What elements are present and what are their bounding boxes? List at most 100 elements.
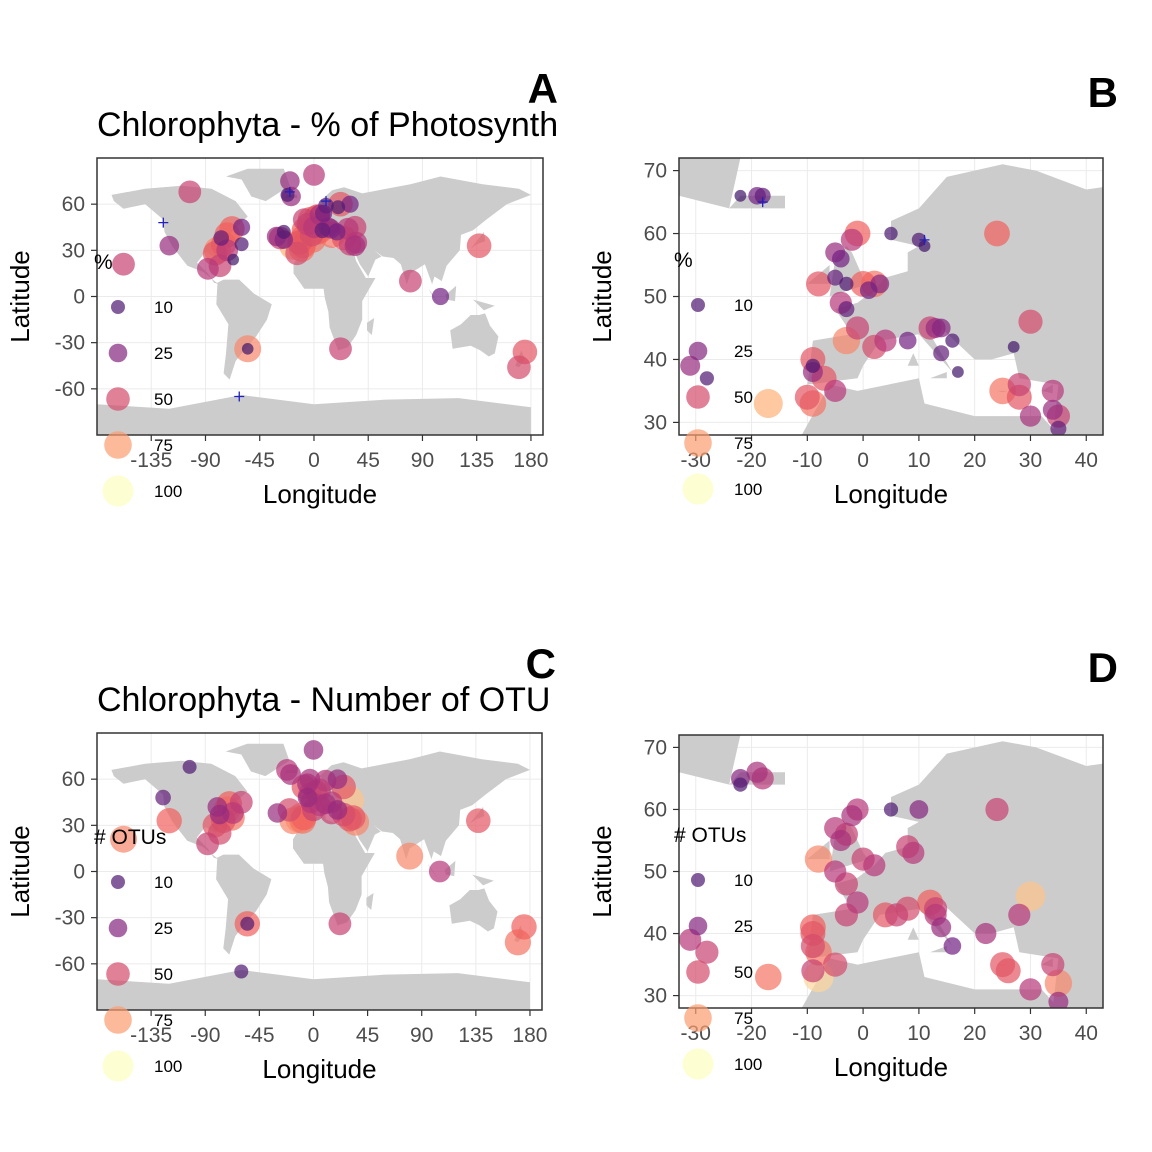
site-marker [321,196,332,207]
legend-key [691,298,705,312]
data-point [975,922,997,945]
y-tick-label: 70 [644,160,667,183]
panel-c: -135 -90 -45 0 45 90 135 180 60 30 0 -30 -60 Longitud… [5,640,556,1084]
x-tick-label: -20 [736,1022,766,1045]
data-point [898,331,917,350]
data-point [841,805,863,827]
data-point [241,343,254,355]
x-tick-label: 10 [907,1022,930,1045]
data-point [794,384,820,410]
data-point [827,269,844,286]
data-point [902,841,925,865]
land-polygon [801,378,1059,435]
x-tick-label: 30 [1019,449,1042,472]
legend-label: 25 [734,917,753,936]
data-point [1019,978,1042,1001]
data-point [329,337,352,361]
data-point [314,222,331,239]
data-point [804,845,833,873]
x-tick-label: -135 [130,449,172,472]
legend-key [691,873,705,887]
legend-key [686,960,710,984]
data-points [679,761,1073,1008]
panel-b: -30 -20 -10 0 10 20 30 407060504030LongitudeLat… [587,69,1118,509]
x-tick-label: 0 [308,449,320,472]
legend-label: 100 [734,480,762,499]
panel-a: -135 -90 -45 0 45 90 135 180 60 30 0 -30 -60 Longitud… [5,65,558,509]
data-point [341,195,359,213]
data-point [945,333,960,348]
x-tick-label: 0 [308,1024,320,1047]
land-polygon [225,743,290,777]
legend-label: 75 [734,1009,753,1028]
data-point [328,912,352,936]
data-point [331,200,346,215]
legend-label: 10 [154,873,173,892]
data-point [1015,881,1046,912]
data-point [806,271,831,297]
x-tick-label: 20 [963,449,986,472]
legend-label: 50 [154,965,173,984]
panel-d: -30 -20 -10 0 10 20 30 407060504030LongitudeLat… [587,644,1118,1082]
x-tick-label: 135 [459,449,494,472]
legend-label: 50 [154,390,173,409]
legend: % 10 25 50 75 100 [94,251,182,507]
x-tick-label: 10 [907,449,930,472]
data-point [1007,341,1020,353]
data-point [699,371,715,386]
x-tick-label: -135 [130,1024,172,1047]
y-tick-label: -30 [55,907,85,930]
x-tick-label: 40 [1075,449,1098,472]
y-tick-label: -60 [55,953,85,976]
legend-label: 75 [154,1011,173,1030]
legend-label: 25 [154,919,173,938]
data-point [1041,379,1064,402]
legend-key [688,916,708,936]
data-point [511,914,537,940]
data-point [112,252,135,276]
data-point [754,187,771,204]
land-polygon [97,395,531,435]
data-point [267,803,288,823]
legend-label: 50 [734,388,753,407]
site-marker [919,234,930,245]
land-polygon [301,176,531,285]
y-tick-label: 30 [62,239,85,262]
y-tick-label: 40 [644,348,667,371]
legend-title: # OTUs [94,826,166,849]
legend-label: 25 [154,344,173,363]
data-point [327,769,348,789]
x-tick-label: 45 [356,1024,379,1047]
x-tick-label: 90 [411,449,434,472]
legend-key [106,962,130,986]
data-point [1050,420,1067,435]
legend-key [102,475,134,507]
land-polygon [907,353,919,366]
panel-letter: D [1088,644,1118,691]
legend-label: 50 [734,963,753,982]
data-point [840,228,864,251]
land-polygon [807,164,1103,435]
data-point [285,241,309,266]
data-point [399,269,422,293]
legend-label: 100 [154,1057,182,1076]
land-polygon [449,888,498,932]
data-point [846,891,869,914]
legend: % 10 25 50 75 100 [674,249,762,505]
data-point [943,937,962,955]
y-tick-label: 60 [644,223,667,246]
data-point [297,773,318,795]
data-point [885,903,909,927]
x-axis-title: Longitude [834,479,948,509]
data-point [159,235,180,256]
land-polygon [450,313,499,357]
data-point [1007,373,1031,397]
data-point [328,223,346,241]
data-points [680,187,1070,435]
legend-key [684,429,712,457]
x-tick-label: -10 [792,1022,822,1045]
x-tick-label: 40 [1075,1022,1098,1045]
data-point [909,800,929,819]
x-tick-label: -90 [190,1024,220,1047]
data-point [832,249,850,268]
